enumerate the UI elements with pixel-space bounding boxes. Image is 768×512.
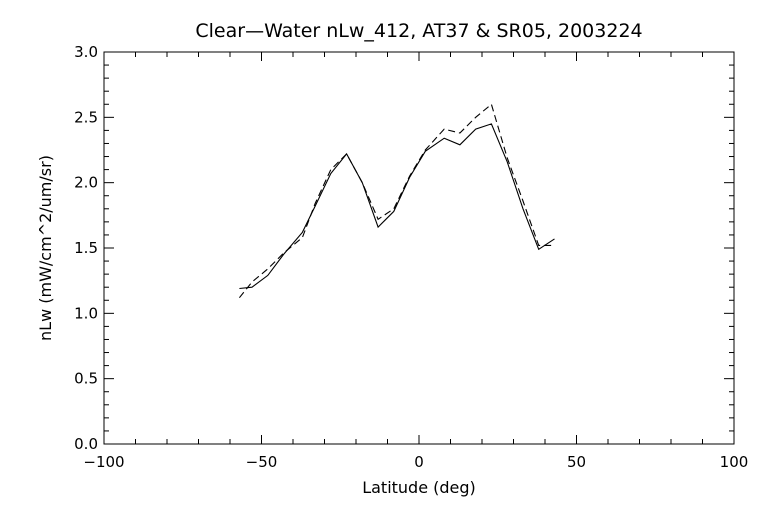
x-axis-label: Latitude (deg) bbox=[362, 478, 476, 497]
y-tick-label: 0.5 bbox=[74, 370, 98, 388]
plot-frame bbox=[103, 51, 735, 445]
x-tick-label: −100 bbox=[83, 453, 124, 471]
x-tick-labels: −100 −50 0 50 100 bbox=[83, 453, 748, 471]
data-series bbox=[238, 103, 555, 299]
x-tick-label: 50 bbox=[567, 453, 586, 471]
y-tick-label: 1.0 bbox=[74, 304, 98, 322]
y-axis-label: nLw (mW/cm^2/um/sr) bbox=[36, 155, 55, 341]
y-tick-label: 3.0 bbox=[74, 43, 98, 61]
solid-series-line bbox=[239, 123, 555, 290]
axis-ticks bbox=[103, 51, 735, 445]
y-tick-labels: 0.0 0.5 1.0 1.5 2.0 2.5 3.0 bbox=[74, 43, 98, 453]
dashed-series-line bbox=[238, 103, 555, 299]
y-tick-label: 1.5 bbox=[74, 239, 98, 257]
x-tick-label: 100 bbox=[720, 453, 749, 471]
y-tick-label: 2.5 bbox=[74, 108, 98, 126]
chart-title: Clear—Water nLw_412, AT37 & SR05, 200322… bbox=[195, 20, 642, 42]
x-tick-label: 0 bbox=[414, 453, 424, 471]
x-tick-label: −50 bbox=[246, 453, 278, 471]
y-tick-label: 2.0 bbox=[74, 174, 98, 192]
y-tick-label: 0.0 bbox=[74, 435, 98, 453]
